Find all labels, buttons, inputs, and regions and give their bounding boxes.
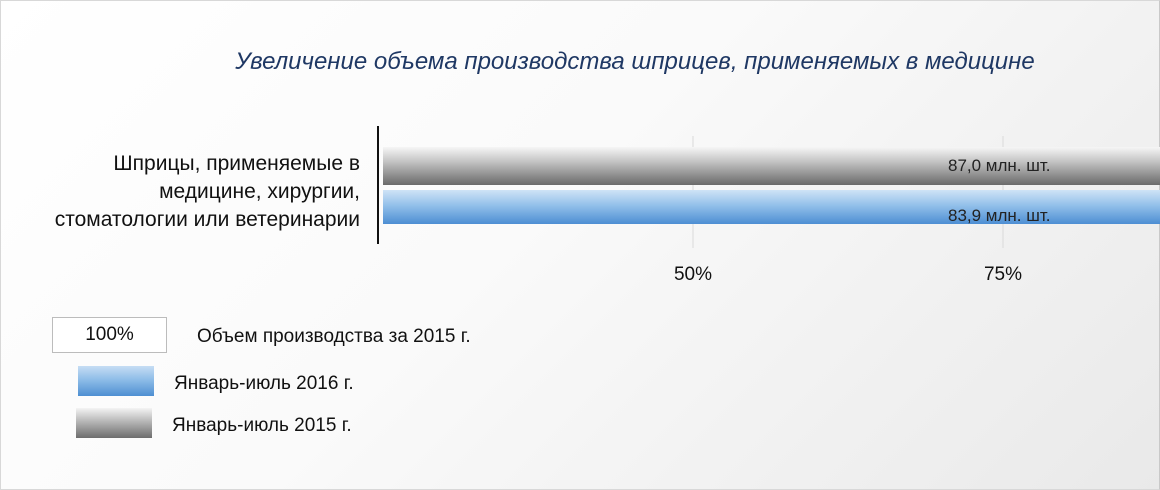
data-label-2015: 87,0 млн. шт. [948, 156, 1051, 175]
category-label-line-1: Шприцы, применяемые в [113, 152, 360, 175]
x-tick-label-50: 50% [674, 264, 712, 285]
legend-swatch-2015 [76, 408, 152, 438]
data-label-2016: 83,9 млн. шт. [948, 206, 1051, 225]
category-label-line-3: стоматологии или ветеринарии [54, 208, 360, 231]
x-tick-label-75: 75% [984, 264, 1022, 285]
legend-reference-marker: 100% [52, 317, 167, 353]
bar-2016 [383, 190, 1160, 224]
bar-2015 [383, 147, 1160, 185]
legend-label-2015: Январь-июль 2015 г. [172, 415, 352, 436]
chart-title: Увеличение объема производства шприцев, … [235, 48, 1035, 75]
legend-reference-label: Объем производства за 2015 г. [197, 326, 471, 347]
legend-label-2016: Январь-июль 2016 г. [174, 373, 354, 394]
legend-swatch-2016 [78, 366, 154, 396]
category-label-line-2: медицине, хирургии, [159, 180, 360, 203]
category-label: Шприцы, применяемые в медицине, хирургии… [20, 150, 360, 234]
